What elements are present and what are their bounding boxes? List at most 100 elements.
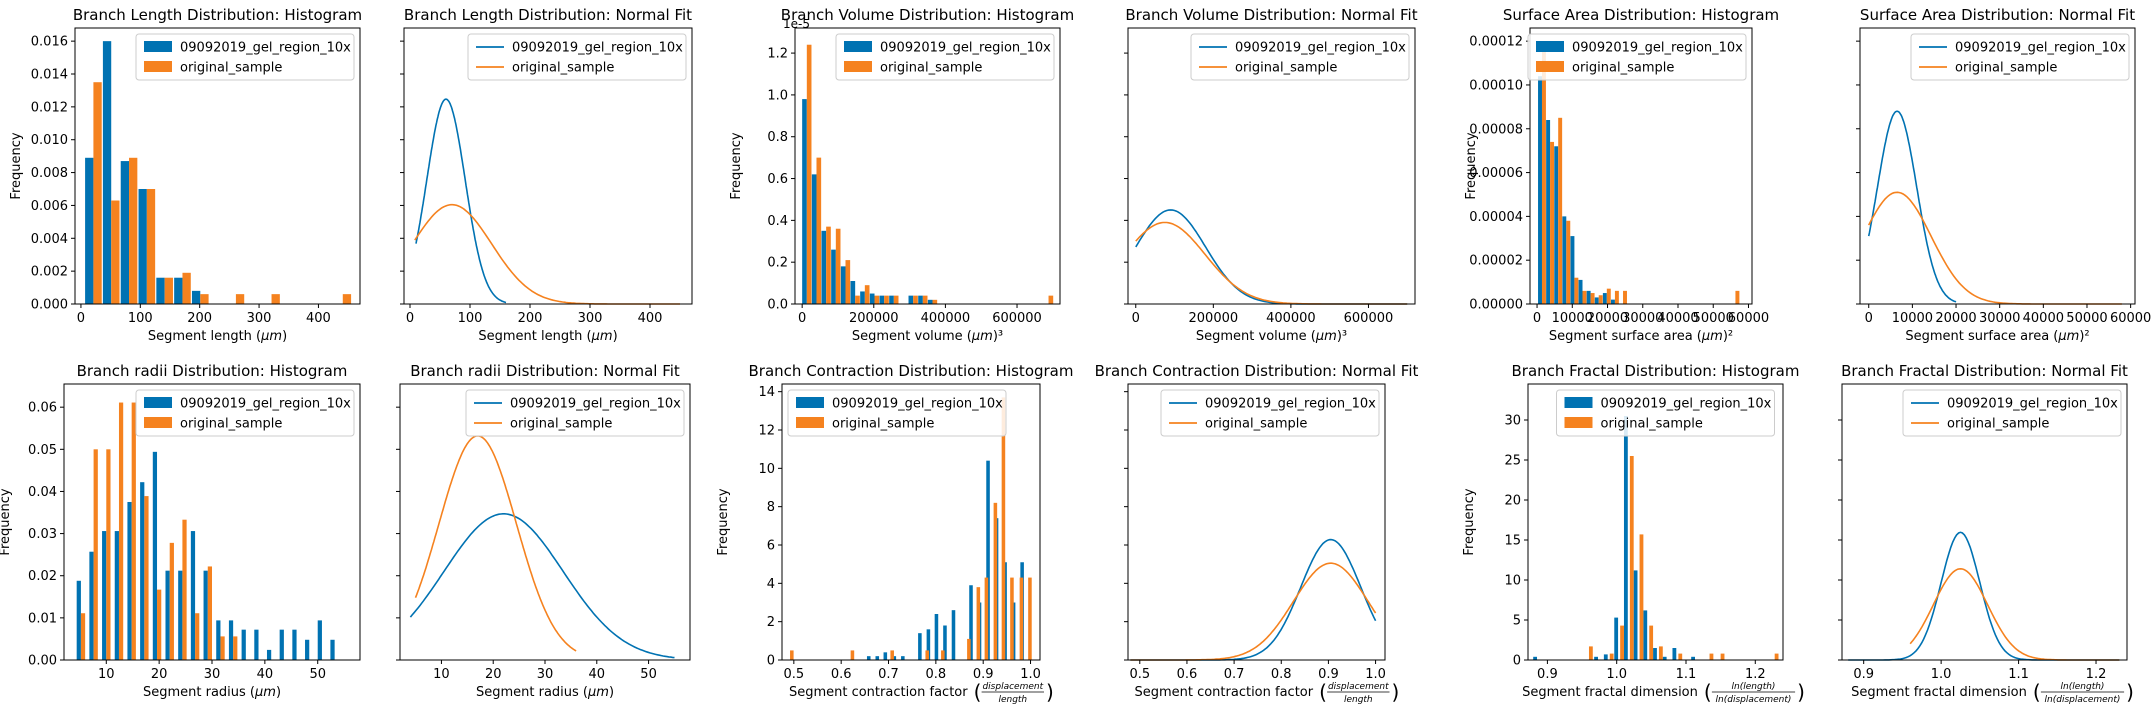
y-tick-label: 10	[1504, 574, 1521, 589]
histogram-bar	[203, 570, 208, 660]
legend-label: original_sample	[1955, 61, 2057, 76]
histogram-bar	[271, 294, 280, 304]
x-tick-label: 1.1	[2008, 667, 2029, 682]
normal-fit-line	[415, 98, 507, 304]
histogram-bar	[969, 585, 973, 660]
legend-label: 09092019_gel_region_10x	[512, 41, 683, 56]
panel-p12: Branch Fractal Distribution: Normal Fit 0…	[1838, 362, 2134, 705]
histogram-bar	[835, 228, 841, 304]
histogram-bar	[138, 189, 147, 304]
histogram-bar	[102, 41, 112, 305]
x-tick-label: 1.1	[1676, 667, 1697, 682]
y-tick-label: 0	[767, 654, 775, 669]
histogram-bar	[1558, 117, 1563, 304]
x-axis-paren: )	[1046, 680, 1054, 704]
x-tick-label: 30	[204, 667, 221, 682]
x-tick-label: 10	[433, 667, 450, 682]
histogram-bar	[1720, 653, 1725, 660]
x-tick-label: 300	[578, 311, 603, 326]
normal-fit-line	[1867, 110, 1957, 303]
legend-swatch	[144, 61, 172, 72]
x-tick-label: 60000	[2110, 311, 2151, 326]
histogram-bar	[1614, 617, 1619, 660]
x-tick-label: 0	[798, 311, 806, 326]
y-tick-label: 14	[758, 385, 775, 400]
histogram-bar	[241, 629, 246, 660]
y-tick-label: 2	[767, 615, 775, 630]
x-tick-label: 50	[309, 667, 326, 682]
histogram-bar	[1594, 656, 1598, 660]
x-tick-label: 0	[1865, 311, 1873, 326]
histogram-bar	[1541, 45, 1546, 305]
x-tick-label: 30000	[1979, 311, 2020, 326]
histogram-bar	[908, 295, 914, 304]
histogram-bar	[889, 295, 894, 304]
x-tick-label: 400	[638, 311, 663, 326]
legend: 09092019_gel_region_10x original_sample	[467, 33, 687, 81]
histogram-bar	[157, 589, 162, 660]
x-tick-label: 10	[98, 667, 115, 682]
panel-title: Surface Area Distribution: Normal Fit	[1860, 6, 2135, 24]
histogram-bar	[826, 226, 831, 304]
axes-frame	[1859, 27, 2136, 305]
histogram-bar	[927, 299, 933, 304]
y-tick-label: 4	[767, 577, 775, 592]
legend: 09092019_gel_region_10x original_sample	[1527, 33, 1747, 81]
x-tick-label: 10000	[1892, 311, 1933, 326]
histogram-bar	[233, 636, 238, 660]
x-axis-label: Segment surface area (μm)²	[1905, 329, 2089, 344]
histogram-bar	[1574, 277, 1579, 304]
legend-label: 09092019_gel_region_10x	[832, 397, 1003, 412]
histogram-bar	[182, 272, 191, 304]
histogram-bar	[1588, 646, 1593, 660]
histogram-bar	[195, 613, 200, 660]
histogram-bar	[1554, 146, 1559, 304]
legend-frame	[465, 389, 685, 437]
histogram-bar	[1643, 610, 1648, 660]
histogram-bar	[118, 402, 124, 660]
histogram-bar	[1620, 625, 1624, 660]
panel-title: Branch Contraction Distribution: Normal …	[1095, 362, 1419, 380]
legend-label: 09092019_gel_region_10x	[180, 41, 351, 56]
x-tick-label: 100	[128, 311, 153, 326]
histogram-bar	[174, 277, 183, 304]
legend: 09092019_gel_region_10x original_sample	[835, 33, 1055, 81]
histogram-bar	[893, 295, 899, 304]
x-tick-label: 100	[458, 311, 483, 326]
histogram-bar	[831, 249, 836, 304]
x-tick-label: 0	[1533, 311, 1541, 326]
x-axis-label: Segment length (μm)	[478, 329, 617, 344]
x-axis-frac-den: ln(displacement)	[1716, 695, 1792, 705]
histogram-bar	[1546, 120, 1551, 304]
histogram-bar	[1570, 236, 1575, 304]
histogram-bar	[864, 285, 870, 304]
x-tick-label: 0.7	[1224, 667, 1245, 682]
x-axis-label: Segment length (μm)	[148, 329, 287, 344]
histogram-bar	[802, 99, 807, 304]
histogram-bar	[1582, 290, 1587, 304]
x-axis-frac-num: displacement	[982, 682, 1043, 692]
histogram-bar	[165, 570, 170, 660]
y-tick-label: 0.00010	[1469, 78, 1523, 93]
x-tick-label: 1.0	[1020, 667, 1041, 682]
histogram-bar	[993, 502, 998, 660]
y-tick-label: 0.010	[31, 133, 68, 148]
x-axis-paren: )	[1797, 680, 1805, 704]
y-axis-label: Frequency	[1464, 132, 1479, 199]
legend-label: 09092019_gel_region_10x	[180, 397, 351, 412]
panel-p10: Branch Contraction Distribution: Normal …	[1095, 362, 1419, 705]
normal-fit-line	[414, 435, 577, 652]
histogram-bar	[190, 531, 196, 660]
x-tick-label: 400	[306, 311, 331, 326]
y-tick-label: 0.00008	[1469, 122, 1523, 137]
histogram-bar	[1609, 653, 1614, 660]
histogram-bar	[918, 295, 923, 304]
x-tick-label: 0.9	[1537, 667, 1558, 682]
legend-label: original_sample	[180, 61, 282, 76]
histogram-bar	[220, 636, 225, 660]
x-tick-label: 40000	[2023, 311, 2064, 326]
normal-fit-line	[409, 512, 675, 659]
histogram-bar	[228, 620, 234, 660]
axes-frame	[1527, 383, 1784, 661]
panel-p1: Branch Length Distribution: Histogram 0 10…	[9, 6, 362, 344]
